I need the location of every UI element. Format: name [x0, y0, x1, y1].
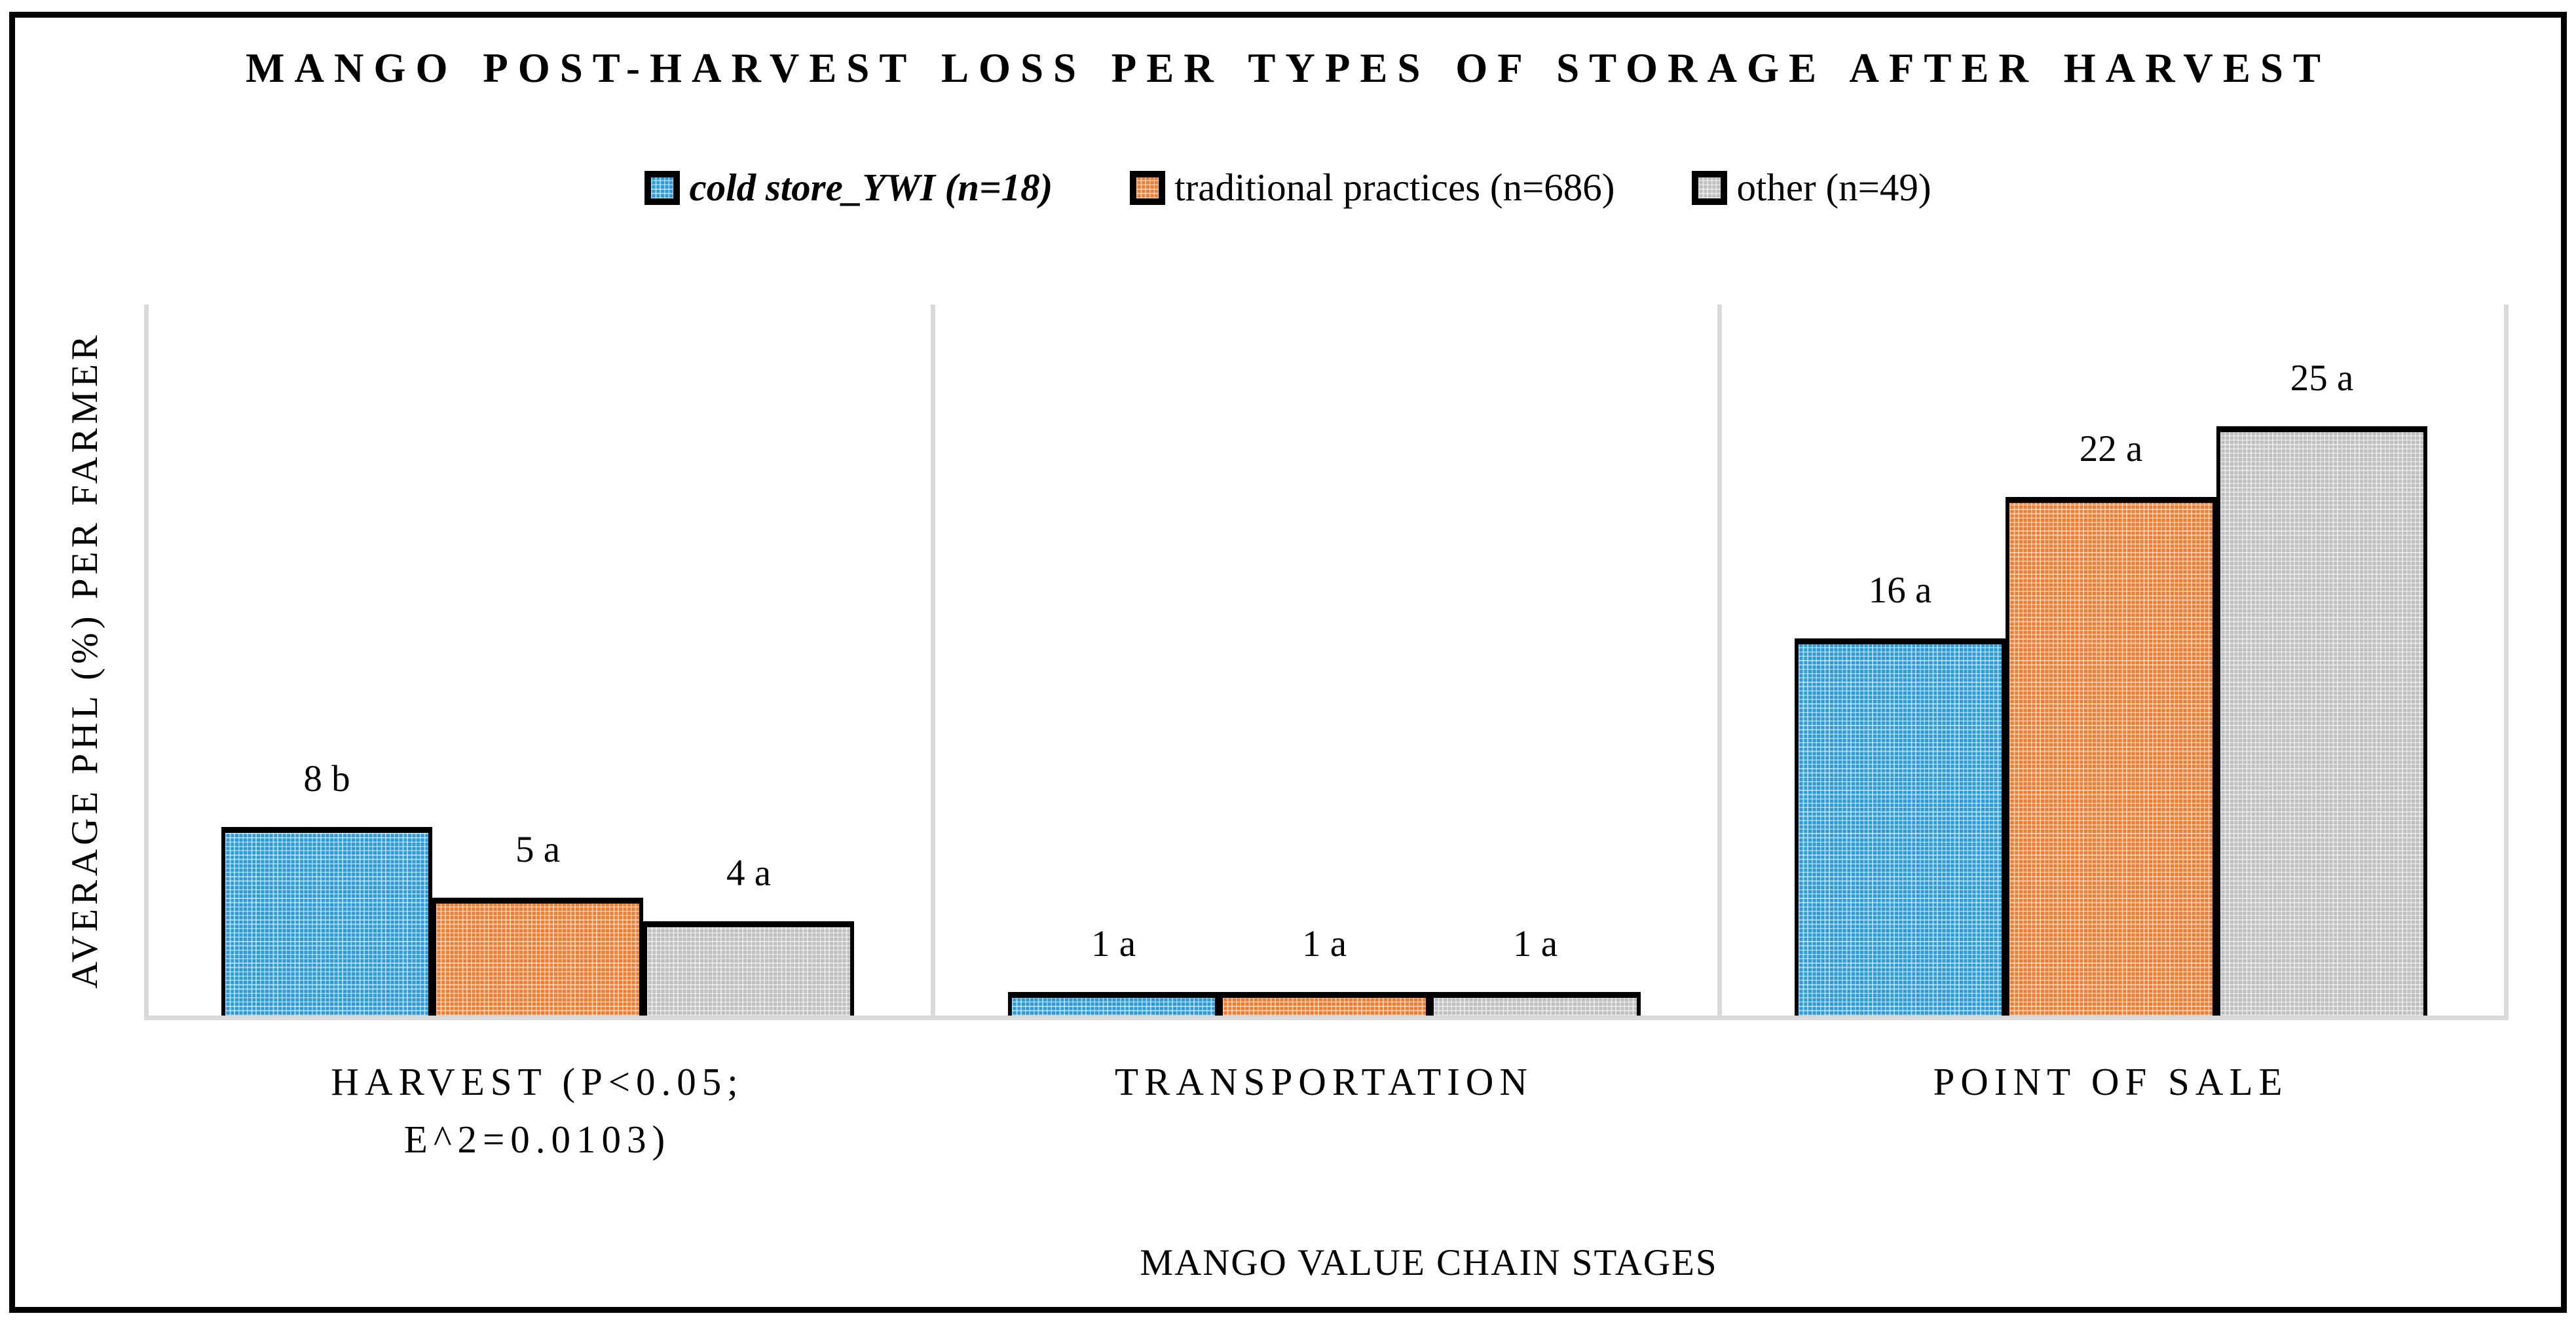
legend-swatch-cold-store — [644, 170, 681, 205]
bar-value-label: 5 a — [515, 829, 561, 870]
bar-series3-category1 — [643, 921, 854, 1016]
legend-item-cold-store: cold store_YWI (n=18) — [644, 165, 1053, 210]
panel-divider — [1717, 304, 1722, 1016]
bar-series1-category1 — [221, 827, 432, 1016]
bar-series2-category3 — [2006, 497, 2216, 1016]
legend-label-traditional-practices: traditional practices (n=686) — [1174, 166, 1615, 209]
bar-series2-category2 — [1219, 992, 1430, 1016]
category-label-line: TRANSPORTATION — [1115, 1060, 1533, 1103]
legend-item-traditional-practices: traditional practices (n=686) — [1130, 165, 1615, 210]
category-label-1: HARVEST (P<0.05; E^2=0.0103) — [144, 1053, 931, 1168]
category-label-line: E^2=0.0103) — [403, 1118, 671, 1161]
bar-value-label: 22 a — [2079, 428, 2143, 469]
bar-series3-category3 — [2216, 426, 2427, 1016]
bar-value-label: 25 a — [2290, 358, 2354, 399]
bar-value-label: 1 a — [1512, 923, 1558, 964]
x-axis-title: MANGO VALUE CHAIN STAGES — [1140, 1242, 1718, 1283]
category-label-2: TRANSPORTATION — [931, 1053, 1717, 1111]
legend-label-other: other (n=49) — [1736, 166, 1932, 209]
legend-item-other: other (n=49) — [1692, 165, 1932, 210]
bar-value-label: 16 a — [1868, 570, 1932, 611]
category-label-line: POINT OF SALE — [1933, 1060, 2288, 1103]
category-label-line: HARVEST (P<0.05; — [331, 1060, 744, 1103]
panel-divider — [931, 304, 935, 1016]
bar-value-label: 4 a — [726, 853, 772, 894]
x-axis-line — [144, 1016, 2509, 1020]
chart-title: MANGO POST-HARVEST LOSS PER TYPES OF STO… — [246, 45, 2330, 91]
legend-swatch-traditional-practices — [1130, 170, 1166, 205]
bar-value-label: 1 a — [1091, 923, 1136, 964]
bar-series1-category2 — [1008, 992, 1219, 1016]
legend-swatch-other — [1692, 170, 1728, 205]
y-axis-title: AVERAGE PHL (%) PER FARMER — [64, 331, 105, 989]
bar-value-label: 8 b — [303, 758, 350, 799]
y-axis-line — [144, 304, 149, 1020]
legend-label-cold-store: cold store_YWI (n=18) — [689, 166, 1053, 209]
legend: cold store_YWI (n=18) traditional practi… — [0, 165, 2576, 210]
plot-right-border — [2504, 304, 2509, 1016]
category-label-3: POINT OF SALE — [1717, 1053, 2504, 1111]
bar-value-label: 1 a — [1301, 923, 1347, 964]
bar-series2-category1 — [432, 898, 643, 1016]
bar-series1-category3 — [1795, 638, 2006, 1016]
bar-series3-category2 — [1430, 992, 1641, 1016]
